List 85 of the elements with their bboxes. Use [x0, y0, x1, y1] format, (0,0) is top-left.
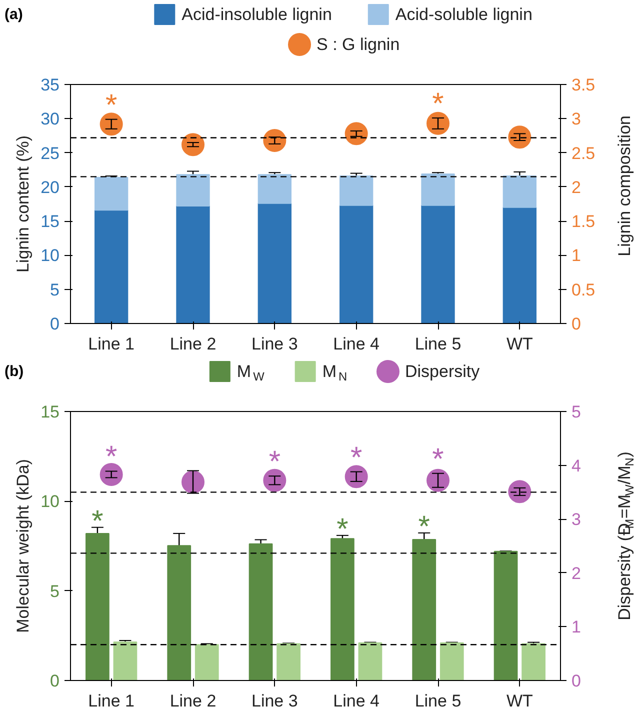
legend-label: Acid-soluble lignin — [395, 5, 532, 24]
chart-title: (a) — [4, 6, 23, 23]
bar — [502, 176, 536, 208]
bar — [440, 642, 464, 680]
y-tick-label: 20 — [40, 178, 60, 197]
bar — [94, 210, 128, 324]
bar — [340, 204, 374, 324]
legend-label: Acid-insoluble lignin — [182, 5, 332, 24]
chart-title: (b) — [4, 363, 24, 380]
x-tick-label: Line 2 — [170, 334, 216, 354]
bar — [522, 643, 546, 680]
y2-axis-title: Lignin composition — [615, 116, 634, 256]
bar — [330, 538, 354, 680]
bar — [340, 176, 374, 206]
bar — [176, 206, 210, 324]
y2-tick-label: 2.5 — [572, 144, 596, 163]
bar — [421, 173, 455, 206]
x-tick-label: Line 1 — [88, 692, 134, 710]
bar — [258, 174, 292, 204]
y2-tick-label: 2 — [572, 564, 581, 583]
bar — [421, 204, 455, 324]
bar — [167, 545, 192, 680]
point — [426, 112, 450, 135]
y-tick-label: 15 — [40, 402, 60, 422]
y-tick-label: 10 — [40, 246, 60, 266]
legend-label: Dispersity — [404, 362, 480, 381]
bar — [86, 532, 110, 680]
y-tick-label: 0 — [50, 672, 60, 690]
x-tick-label: Line 5 — [414, 334, 462, 354]
x-tick-label: Line 3 — [252, 334, 298, 354]
y2-tick-label: 0 — [572, 314, 581, 334]
y2-tick-label: 5 — [572, 402, 581, 422]
y2-tick-label: 0 — [572, 672, 581, 690]
x-tick-label: WT — [506, 334, 533, 354]
bar — [248, 543, 273, 680]
data-label: * — [268, 446, 281, 479]
y-axis-title: Molecular weight (kDa) — [14, 459, 33, 633]
bar — [176, 174, 210, 207]
y2-tick-label: 3.5 — [572, 76, 596, 94]
y-tick-label: 5 — [50, 280, 60, 300]
y-tick-label: 5 — [50, 582, 60, 601]
y-tick-label: 10 — [40, 492, 60, 512]
bar — [258, 202, 292, 324]
x-tick-label: Line 5 — [414, 692, 462, 710]
y2-tick-label: 3 — [572, 510, 581, 530]
data-label: * — [432, 442, 444, 476]
data-label: * — [92, 504, 104, 538]
bar — [412, 539, 436, 680]
y-tick-label: 25 — [40, 144, 60, 163]
bar — [494, 550, 518, 680]
y2-tick-label: 0.5 — [572, 280, 596, 300]
point — [182, 470, 204, 494]
x-tick-label: Line 3 — [252, 692, 298, 710]
point — [426, 468, 450, 492]
x-tick-label: Line 4 — [333, 334, 380, 354]
x-tick-label: WT — [506, 692, 533, 710]
bar — [276, 643, 300, 680]
y-tick-label: 35 — [40, 76, 60, 94]
y2-tick-label: 3 — [572, 110, 581, 129]
bar — [194, 644, 219, 680]
y2-tick-label: 4 — [572, 456, 581, 476]
y-tick-label: 0 — [50, 314, 60, 334]
y2-tick-label: 1.5 — [572, 212, 596, 232]
data-label: * — [105, 88, 118, 122]
bar — [94, 176, 128, 211]
y2-tick-label: 2 — [572, 178, 581, 197]
y-axis-title: Lignin content (%) — [14, 135, 33, 273]
y2-tick-label: 1 — [572, 618, 581, 637]
x-tick-label: Line 1 — [88, 334, 134, 354]
bar — [502, 206, 536, 324]
data-label: * — [105, 440, 118, 474]
point — [100, 462, 123, 486]
bar — [113, 641, 138, 680]
legend-label: S : G lignin — [316, 35, 400, 54]
y-tick-label: 15 — [40, 212, 60, 232]
bar — [358, 642, 382, 680]
data-label: * — [432, 87, 444, 120]
point — [263, 468, 286, 492]
y-tick-label: 30 — [40, 110, 60, 129]
data-label: * — [350, 441, 362, 474]
x-tick-label: Line 2 — [170, 692, 216, 710]
data-label: * — [418, 510, 430, 544]
y2-tick-label: 1 — [572, 246, 581, 266]
x-tick-label: Line 4 — [333, 692, 380, 710]
data-label: * — [336, 512, 349, 546]
